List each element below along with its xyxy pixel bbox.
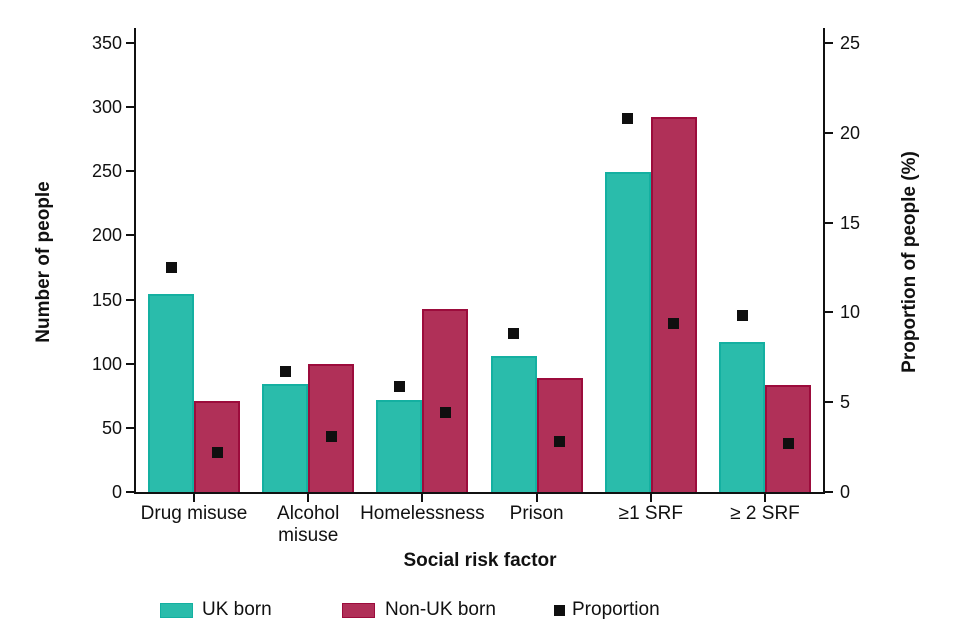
proportion-marker bbox=[211, 446, 223, 458]
y-axis-tick-left bbox=[126, 170, 135, 173]
bar-uk-born bbox=[719, 341, 765, 492]
y-axis-tick-label-left: 300 bbox=[91, 97, 122, 118]
proportion-marker bbox=[439, 407, 451, 419]
bar-non-uk-born bbox=[536, 377, 583, 492]
legend-label-uk-born: UK born bbox=[202, 599, 272, 620]
bar-uk-born bbox=[376, 399, 423, 492]
legend-swatch-proportion bbox=[554, 605, 565, 616]
x-axis-tick bbox=[193, 494, 195, 502]
left-axis-title: Number of people bbox=[33, 181, 54, 343]
x-axis-tick bbox=[649, 494, 652, 502]
x-axis-line bbox=[134, 492, 825, 494]
y-axis-tick-label-left: 250 bbox=[91, 161, 122, 182]
x-axis-category-label: ≥ 2 SRF bbox=[730, 503, 800, 524]
y-axis-tick-right bbox=[824, 221, 833, 224]
bar-uk-born bbox=[604, 172, 651, 492]
right-axis-title: Proportion of people (%) bbox=[899, 151, 920, 373]
x-axis-tick bbox=[307, 494, 310, 502]
proportion-marker bbox=[393, 380, 405, 392]
y-axis-tick-label-right: 0 bbox=[840, 482, 851, 502]
y-axis-tick-label-right: 20 bbox=[840, 122, 861, 143]
legend-swatch-uk-born bbox=[160, 603, 193, 618]
bar-uk-born bbox=[148, 294, 194, 492]
y-axis-tick-left bbox=[126, 41, 135, 44]
proportion-marker bbox=[325, 430, 337, 442]
legend-label-proportion: Proportion bbox=[572, 599, 660, 620]
y-axis-tick-left bbox=[126, 426, 135, 429]
proportion-marker bbox=[279, 366, 291, 378]
proportion-marker bbox=[554, 436, 566, 448]
y-axis-tick-right bbox=[824, 131, 833, 134]
y-axis-tick-label-left: 100 bbox=[91, 353, 122, 374]
proportion-marker bbox=[782, 437, 794, 449]
x-axis-title: Social risk factor bbox=[403, 550, 557, 571]
y-axis-tick-right bbox=[824, 491, 833, 493]
y-axis-tick-label-left: 350 bbox=[91, 32, 122, 53]
x-axis-tick bbox=[764, 494, 766, 502]
proportion-marker bbox=[736, 310, 748, 322]
proportion-marker bbox=[508, 328, 520, 340]
y-axis-tick-label-right: 5 bbox=[840, 392, 851, 413]
y-axis-tick-label-left: 50 bbox=[101, 417, 122, 438]
bar-uk-born bbox=[490, 355, 537, 492]
bar-non-uk-born bbox=[422, 308, 469, 492]
left-axis-line bbox=[134, 28, 136, 494]
bar-non-uk-born bbox=[308, 363, 355, 492]
legend-swatch-non-uk-born bbox=[342, 603, 375, 618]
y-axis-tick-left bbox=[126, 362, 135, 365]
y-axis-tick-right bbox=[824, 41, 833, 44]
right-axis-line bbox=[823, 28, 825, 494]
bar-non-uk-born bbox=[650, 117, 697, 492]
y-axis-tick-left bbox=[126, 106, 135, 109]
y-axis-tick-right bbox=[824, 311, 833, 314]
y-axis-tick-label-right: 15 bbox=[840, 212, 861, 233]
x-axis-tick bbox=[421, 494, 424, 502]
x-axis-category-label: ≥1 SRF bbox=[618, 503, 683, 524]
x-axis-category-label: Alcohol misuse bbox=[277, 503, 340, 546]
y-axis-tick-left bbox=[126, 298, 135, 301]
proportion-marker bbox=[165, 261, 177, 273]
x-axis-category-label: Homelessness bbox=[360, 503, 485, 524]
y-axis-tick-left bbox=[126, 234, 135, 237]
y-axis-tick-label-left: 150 bbox=[91, 289, 122, 310]
y-axis-tick-left bbox=[126, 491, 135, 493]
proportion-marker bbox=[622, 112, 634, 124]
y-axis-tick-label-left: 0 bbox=[111, 482, 122, 502]
y-axis-tick-label-right: 25 bbox=[840, 32, 861, 53]
y-axis-tick-label-right: 10 bbox=[840, 302, 861, 323]
x-axis-tick bbox=[535, 494, 538, 502]
y-axis-tick-label-left: 200 bbox=[91, 225, 122, 246]
bar-non-uk-born bbox=[194, 400, 240, 492]
legend-label-non-uk-born: Non-UK born bbox=[385, 599, 496, 620]
bar-uk-born bbox=[262, 384, 309, 492]
y-axis-tick-right bbox=[824, 401, 833, 404]
x-axis-category-label: Drug misuse bbox=[140, 503, 248, 524]
proportion-marker bbox=[668, 317, 680, 329]
x-axis-category-label: Prison bbox=[509, 503, 564, 524]
